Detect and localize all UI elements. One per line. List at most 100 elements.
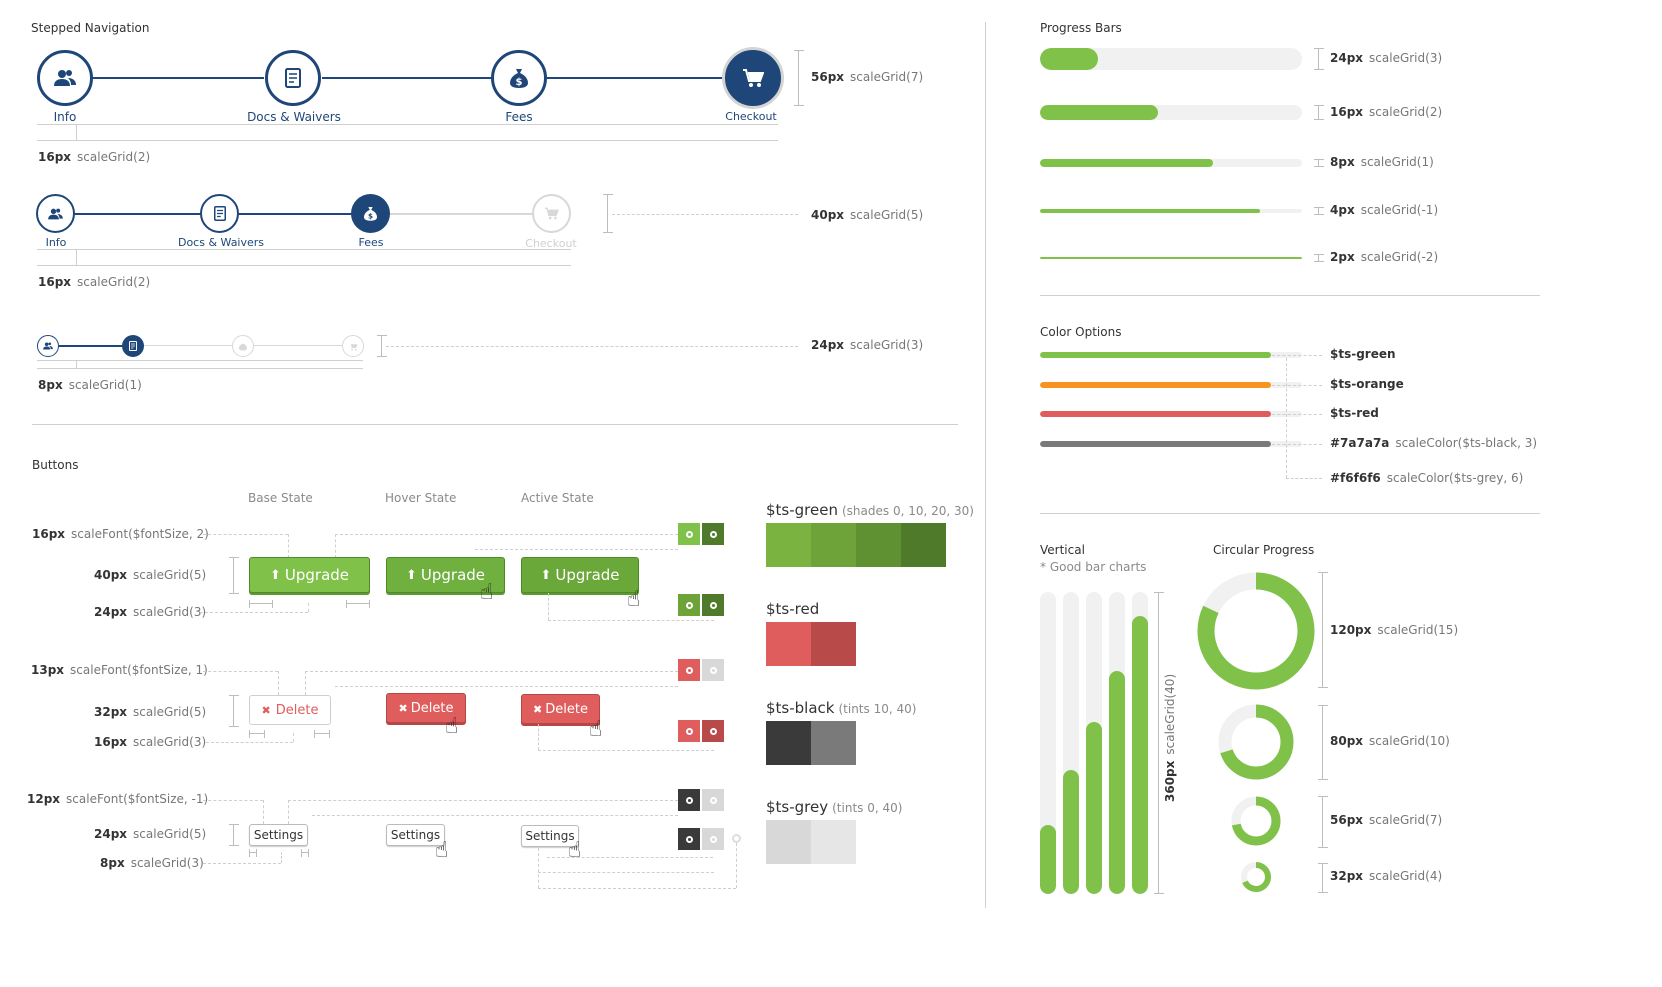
step-fees-button[interactable]: $ [351,194,390,233]
color-option-fill [1040,352,1271,358]
leader-line [1272,355,1322,356]
vertical-bar [1132,592,1148,894]
color-option-annotation: #7a7a7a scaleColor($ts-black, 3) [1330,436,1537,450]
column-divider [985,22,986,908]
progress-bar [1040,209,1302,213]
circular-annotation: 56px scaleGrid(7) [1330,813,1442,827]
stepped-nav-title: Stepped Navigation [31,21,150,35]
padding-bracket [249,849,257,857]
divider [37,124,778,125]
circular-track [1231,796,1281,846]
circular-fill [1241,862,1271,892]
step-info-button[interactable] [36,194,75,233]
swatch-cell [856,523,901,567]
size-bracket [1318,572,1328,688]
circular-fill [1197,572,1315,690]
leader-line [288,534,289,558]
settings-button-base[interactable]: Settings [249,824,308,846]
annotation-value: 8px [1330,155,1355,169]
red-padding-annotation: 16px scaleGrid(3) [94,735,207,749]
step-connector [547,77,725,79]
leader-line [312,815,678,816]
padding-bracket [249,730,265,738]
buttons-title: Buttons [32,458,79,472]
upgrade-button-base[interactable]: ⬆ Upgrade [249,557,370,593]
delete-button-base[interactable]: ✖ Delete [249,695,331,725]
vertical-subtitle: * Good bar charts [1040,560,1147,574]
step-checkout-button[interactable] [342,335,364,357]
users-icon [54,70,76,86]
annotation-value: 16px [1330,104,1364,119]
size-annotation: 24px scaleGrid(3) [811,338,924,352]
color-option-annotation: $ts-red [1330,406,1385,420]
color-chip [732,834,741,843]
vertical-bar-fill [1132,616,1148,894]
step-info-button[interactable] [37,335,59,357]
step-fees-button[interactable]: $ [491,50,547,106]
circular-fill [1218,704,1294,780]
color-option-annotation: $ts-green [1330,347,1402,361]
delete-button-hover[interactable]: ✖ Delete [386,693,466,723]
color-options-title: Color Options [1040,325,1122,339]
hand-cursor-icon: ☝ [627,587,641,612]
leader-line [538,848,539,888]
color-name: #7a7a7a [1330,436,1390,450]
step-checkout-button[interactable] [725,50,781,106]
color-function: scaleColor($ts-black, 3) [1395,436,1538,450]
step-connector [74,213,201,215]
circular-fill [1231,796,1281,846]
red-height-annotation: 32px scaleGrid(5) [94,705,207,719]
cart-icon [545,207,559,220]
vertical-height-annotation: 360pxscaleGrid(40) [1163,673,1177,802]
leader-line [538,724,539,750]
size-bracket [377,335,387,357]
settings-button-active[interactable]: Settings [521,825,579,847]
swatch-cell [811,622,856,666]
cart-icon [350,343,358,351]
delete-button-active[interactable]: ✖ Delete [521,694,600,724]
annotation-function: scaleGrid(-2) [1360,250,1439,264]
step-info-button[interactable] [37,50,93,106]
step-fees-button[interactable] [232,335,254,357]
grey-height-annotation: 24px scaleGrid(5) [94,827,207,841]
leader-line [1272,414,1322,415]
step-docs-button[interactable] [122,335,144,357]
circular-annotation: 32px scaleGrid(4) [1330,869,1442,883]
swatch-strip [766,523,946,567]
color-option-annotation: #f6f6f6 scaleColor($ts-grey, 6) [1330,471,1523,485]
step-connector [389,213,533,215]
upgrade-button-hover[interactable]: ⬆ Upgrade [386,557,505,593]
color-option-bar [1040,411,1302,417]
color-chip [678,594,700,616]
size-annotation: 40px scaleGrid(5) [811,208,924,222]
divider [37,265,571,266]
step-docs-button[interactable] [265,50,321,106]
circular-track [1218,704,1294,780]
step-docs-button[interactable] [200,194,239,233]
step-checkout-button[interactable] [532,194,571,233]
hand-cursor-icon: ☝ [435,838,449,863]
progress-bar [1040,159,1302,167]
annotation-function: scaleGrid(7) [1369,813,1443,827]
gap-marker [76,360,77,368]
svg-text:$: $ [516,77,523,88]
gap-annotation: 16px scaleGrid(2) [38,150,151,164]
users-icon [43,342,53,350]
green-padding-annotation: 24px scaleGrid(3) [94,605,207,619]
leader-line [203,671,278,672]
vertical-bar-fill [1086,721,1102,894]
height-bracket [1154,592,1164,894]
state-label-hover: Hover State [385,491,457,505]
leader-line [305,671,678,672]
document-icon [285,68,301,88]
color-option-fill [1040,441,1271,447]
green-height-annotation: 40px scaleGrid(5) [94,568,207,582]
hand-cursor-icon: ☝ [480,580,494,605]
upgrade-button-active[interactable]: ⬆ Upgrade [521,557,639,593]
swatch-cell [811,721,856,765]
settings-button-hover[interactable]: Settings [386,824,445,846]
color-function: scaleColor($ts-grey, 6) [1386,471,1524,485]
step-connector [253,345,343,346]
swatch-cell [766,523,811,567]
circular-track [1197,572,1315,690]
